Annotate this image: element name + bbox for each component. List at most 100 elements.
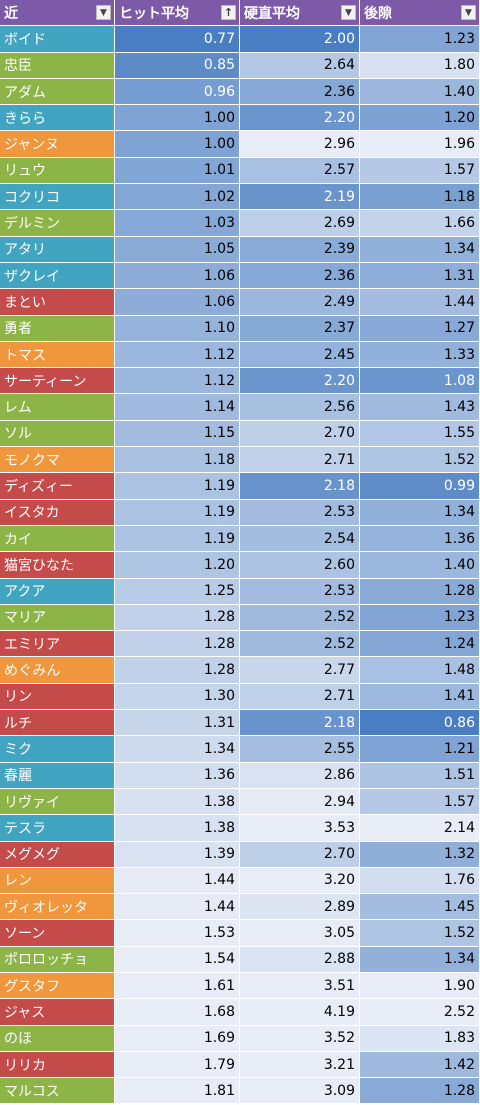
column-header-near[interactable]: 近 ▼ (0, 0, 115, 27)
stun-average-cell[interactable]: 2.45 (240, 341, 360, 369)
hit-average-cell[interactable]: 1.31 (115, 710, 240, 737)
character-name-cell[interactable]: グスタフ (0, 972, 115, 1000)
hit-average-cell[interactable]: 1.68 (115, 999, 240, 1026)
hit-average-cell[interactable]: 1.00 (115, 131, 240, 158)
character-name-cell[interactable]: ディズィー (0, 473, 115, 500)
hit-average-cell[interactable]: 1.36 (115, 762, 240, 789)
stun-average-cell[interactable]: 2.00 (240, 26, 360, 53)
character-name-cell[interactable]: 忠臣 (0, 52, 115, 79)
stun-average-cell[interactable]: 2.20 (240, 105, 360, 132)
character-name-cell[interactable]: リュウ (0, 157, 115, 185)
character-name-cell[interactable]: メグメグ (0, 841, 115, 868)
character-name-cell[interactable]: ジャス (0, 999, 115, 1026)
stun-average-cell[interactable]: 2.71 (240, 683, 360, 711)
recovery-cell[interactable]: 1.80 (360, 52, 480, 79)
character-name-cell[interactable]: コクリコ (0, 184, 115, 211)
recovery-cell[interactable]: 1.24 (360, 631, 480, 658)
recovery-cell[interactable]: 1.21 (360, 736, 480, 763)
character-name-cell[interactable]: ジャンヌ (0, 131, 115, 158)
filter-dropdown-icon[interactable]: ▼ (461, 5, 476, 21)
hit-average-cell[interactable]: 1.19 (115, 499, 240, 526)
hit-average-cell[interactable]: 1.34 (115, 736, 240, 763)
character-name-cell[interactable]: レン (0, 867, 115, 895)
sort-ascending-icon[interactable]: ↑ (221, 5, 236, 21)
stun-average-cell[interactable]: 2.70 (240, 420, 360, 448)
recovery-cell[interactable]: 2.52 (360, 999, 480, 1026)
character-name-cell[interactable]: のほ (0, 1025, 115, 1052)
stun-average-cell[interactable]: 2.88 (240, 946, 360, 973)
hit-average-cell[interactable]: 1.03 (115, 210, 240, 237)
stun-average-cell[interactable]: 2.86 (240, 762, 360, 789)
hit-average-cell[interactable]: 0.85 (115, 52, 240, 79)
stun-average-cell[interactable]: 2.53 (240, 499, 360, 526)
character-name-cell[interactable]: 勇者 (0, 315, 115, 342)
hit-average-cell[interactable]: 1.79 (115, 1051, 240, 1079)
recovery-cell[interactable]: 0.99 (360, 473, 480, 500)
stun-average-cell[interactable]: 3.21 (240, 1051, 360, 1079)
hit-average-cell[interactable]: 1.30 (115, 683, 240, 711)
column-header-hit-average[interactable]: ヒット平均 ↑ (115, 0, 240, 27)
stun-average-cell[interactable]: 2.89 (240, 894, 360, 921)
hit-average-cell[interactable]: 1.10 (115, 315, 240, 342)
hit-average-cell[interactable]: 1.54 (115, 946, 240, 973)
character-name-cell[interactable]: テスラ (0, 815, 115, 842)
character-name-cell[interactable]: ヴィオレッタ (0, 894, 115, 921)
recovery-cell[interactable]: 1.55 (360, 420, 480, 448)
hit-average-cell[interactable]: 1.28 (115, 604, 240, 632)
hit-average-cell[interactable]: 1.38 (115, 788, 240, 816)
recovery-cell[interactable]: 1.27 (360, 315, 480, 342)
character-name-cell[interactable]: 春麗 (0, 762, 115, 789)
character-name-cell[interactable]: サーティーン (0, 368, 115, 395)
character-name-cell[interactable]: ミク (0, 736, 115, 763)
recovery-cell[interactable]: 1.66 (360, 210, 480, 237)
recovery-cell[interactable]: 1.45 (360, 894, 480, 921)
hit-average-cell[interactable]: 0.77 (115, 26, 240, 53)
character-name-cell[interactable]: ポロロッチョ (0, 946, 115, 973)
recovery-cell[interactable]: 1.90 (360, 972, 480, 1000)
recovery-cell[interactable]: 1.34 (360, 499, 480, 526)
hit-average-cell[interactable]: 1.06 (115, 262, 240, 290)
stun-average-cell[interactable]: 2.69 (240, 210, 360, 237)
hit-average-cell[interactable]: 1.53 (115, 920, 240, 947)
stun-average-cell[interactable]: 2.54 (240, 525, 360, 553)
recovery-cell[interactable]: 2.14 (360, 815, 480, 842)
character-name-cell[interactable]: 猫宮ひなた (0, 552, 115, 579)
character-name-cell[interactable]: アクア (0, 578, 115, 605)
recovery-cell[interactable]: 1.52 (360, 920, 480, 947)
recovery-cell[interactable]: 1.48 (360, 657, 480, 684)
character-name-cell[interactable]: アタリ (0, 236, 115, 263)
character-name-cell[interactable]: レム (0, 394, 115, 421)
character-name-cell[interactable]: めぐみん (0, 657, 115, 684)
hit-average-cell[interactable]: 1.25 (115, 578, 240, 605)
hit-average-cell[interactable]: 1.28 (115, 631, 240, 658)
stun-average-cell[interactable]: 3.05 (240, 920, 360, 947)
stun-average-cell[interactable]: 2.77 (240, 657, 360, 684)
recovery-cell[interactable]: 1.76 (360, 867, 480, 895)
hit-average-cell[interactable]: 0.96 (115, 78, 240, 106)
hit-average-cell[interactable]: 1.15 (115, 420, 240, 448)
hit-average-cell[interactable]: 1.12 (115, 341, 240, 369)
recovery-cell[interactable]: 1.40 (360, 552, 480, 579)
recovery-cell[interactable]: 1.08 (360, 368, 480, 395)
recovery-cell[interactable]: 0.86 (360, 710, 480, 737)
recovery-cell[interactable]: 1.83 (360, 1025, 480, 1052)
hit-average-cell[interactable]: 1.61 (115, 972, 240, 1000)
stun-average-cell[interactable]: 3.09 (240, 1078, 360, 1105)
recovery-cell[interactable]: 1.36 (360, 525, 480, 553)
character-name-cell[interactable]: イスタカ (0, 499, 115, 526)
hit-average-cell[interactable]: 1.19 (115, 525, 240, 553)
hit-average-cell[interactable]: 1.69 (115, 1025, 240, 1052)
stun-average-cell[interactable]: 2.39 (240, 236, 360, 263)
stun-average-cell[interactable]: 2.52 (240, 604, 360, 632)
hit-average-cell[interactable]: 1.14 (115, 394, 240, 421)
hit-average-cell[interactable]: 1.19 (115, 473, 240, 500)
recovery-cell[interactable]: 1.28 (360, 578, 480, 605)
hit-average-cell[interactable]: 1.18 (115, 447, 240, 474)
recovery-cell[interactable]: 1.33 (360, 341, 480, 369)
stun-average-cell[interactable]: 2.56 (240, 394, 360, 421)
stun-average-cell[interactable]: 2.36 (240, 78, 360, 106)
character-name-cell[interactable]: リン (0, 683, 115, 711)
character-name-cell[interactable]: マリア (0, 604, 115, 632)
stun-average-cell[interactable]: 3.51 (240, 972, 360, 1000)
hit-average-cell[interactable]: 1.01 (115, 157, 240, 185)
